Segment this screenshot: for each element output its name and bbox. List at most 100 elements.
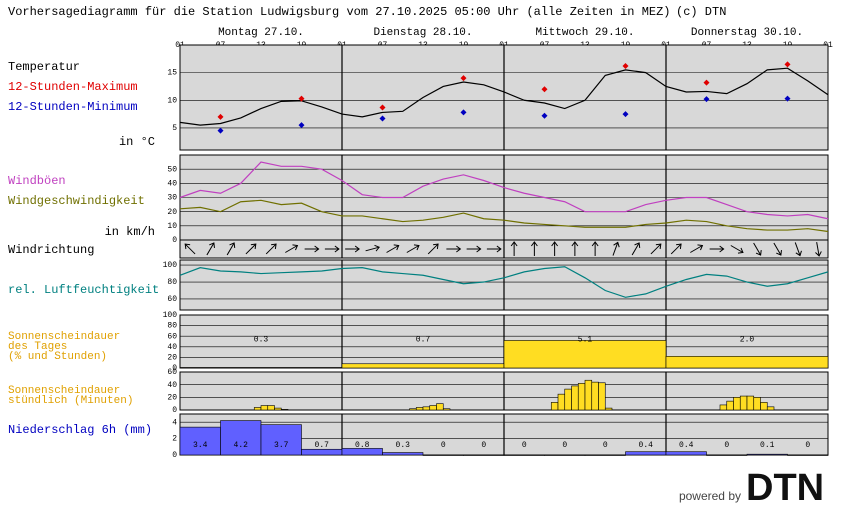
- bar: [746, 453, 788, 456]
- y-tick-label: 60: [167, 295, 177, 304]
- arrow-head: [530, 241, 538, 247]
- arrow-head: [292, 244, 299, 251]
- y-tick-label: 5: [172, 124, 177, 133]
- arrow-shaft: [265, 243, 277, 255]
- arrow-shaft: [427, 243, 439, 255]
- bar-label: 0.3: [396, 441, 411, 450]
- bar: [503, 454, 545, 456]
- title: Vorhersagediagramm für die Station Ludwi…: [8, 5, 671, 19]
- bar: [665, 356, 829, 369]
- bar: [179, 367, 343, 369]
- bar: [564, 388, 572, 411]
- bar-label: 0: [562, 441, 567, 450]
- bar: [598, 382, 606, 411]
- arrow-head: [229, 242, 236, 248]
- wind-arrow: [815, 242, 822, 257]
- arrow-head: [655, 243, 662, 250]
- wind-arrow: [709, 245, 725, 253]
- arrow-head: [697, 244, 704, 251]
- arrow-shaft: [650, 243, 662, 255]
- y-tick-label: 40: [167, 179, 177, 188]
- arrow-shaft: [690, 245, 703, 253]
- panel-label: stündlich (Minuten): [8, 395, 133, 407]
- bar-label: 3.7: [274, 441, 289, 450]
- bar: [787, 454, 829, 456]
- line: [179, 161, 829, 220]
- arrow-shaft: [753, 242, 762, 256]
- y-tick-label: 40: [167, 343, 177, 352]
- panel-label: Windböen: [8, 174, 66, 188]
- y-tick-label: 4: [172, 418, 177, 427]
- bar-label: 2.0: [740, 336, 755, 345]
- wind-arrow: [730, 245, 744, 254]
- wind-arrow: [206, 242, 215, 256]
- arrow-head: [413, 244, 420, 251]
- diamond: [298, 95, 305, 102]
- wind-arrow: [753, 242, 762, 256]
- wind-arrow: [530, 241, 538, 256]
- bar: [260, 405, 269, 411]
- wind-arrow: [551, 241, 559, 256]
- wind-arrow: [245, 243, 257, 255]
- y-tick-label: 60: [167, 368, 177, 377]
- diamond: [703, 96, 710, 103]
- bar-label: 0: [441, 441, 446, 450]
- arrow-shaft: [285, 245, 298, 253]
- diamond: [217, 127, 224, 134]
- wind-arrow: [466, 245, 482, 253]
- bar: [571, 385, 579, 411]
- bar: [760, 402, 768, 411]
- bar-label: 0.7: [416, 336, 431, 345]
- arrow-shaft: [816, 242, 820, 256]
- bar: [584, 454, 626, 456]
- arrow-head: [591, 241, 599, 247]
- panel-label: Windrichtung: [8, 243, 94, 257]
- panel-label: Windgeschwindigkeit: [8, 194, 145, 208]
- wind-arrow: [773, 242, 782, 256]
- y-tick-label: 0: [172, 236, 177, 245]
- arrow-shaft: [612, 242, 619, 256]
- wind-arrow: [510, 241, 518, 256]
- day-label: Montag 27.10.: [218, 27, 304, 39]
- arrow-head: [676, 243, 682, 250]
- y-tick-label: 10: [167, 96, 177, 105]
- bar: [584, 379, 593, 411]
- bar: [301, 448, 343, 456]
- wind-arrow: [345, 245, 360, 253]
- bar: [746, 395, 755, 411]
- wind-arrow: [285, 244, 299, 253]
- y-tick-label: 50: [167, 165, 177, 174]
- arrow-head: [209, 242, 215, 248]
- bar: [415, 407, 424, 411]
- bar: [591, 381, 599, 411]
- arrow-shaft: [631, 242, 640, 256]
- bar-label: 4.2: [234, 441, 249, 450]
- line: [179, 199, 829, 233]
- line: [179, 266, 829, 298]
- arrow-head: [456, 245, 462, 253]
- logo: DTN: [746, 467, 824, 509]
- arrow-shaft: [245, 243, 257, 255]
- wind-arrow: [446, 245, 462, 253]
- y-tick-label: 2: [172, 435, 177, 444]
- diamond: [784, 61, 791, 68]
- bar: [739, 395, 748, 411]
- wind-arrow: [304, 245, 320, 253]
- bar: [253, 407, 262, 411]
- bar-label: 0: [481, 441, 486, 450]
- wind-arrow: [486, 245, 502, 253]
- wind-arrow: [184, 243, 196, 255]
- arrow-shaft: [365, 246, 380, 252]
- wind-arrow: [794, 242, 802, 257]
- bar: [625, 451, 667, 456]
- wind-arrow: [427, 243, 439, 255]
- panel-label: 12-Stunden-Maximum: [8, 80, 138, 94]
- bar: [382, 452, 424, 456]
- wind-arrow: [690, 244, 704, 253]
- bar: [503, 340, 667, 369]
- bar-label: 0.8: [355, 441, 370, 450]
- bar: [604, 407, 613, 411]
- arrow-head: [795, 250, 802, 257]
- bar: [733, 397, 741, 411]
